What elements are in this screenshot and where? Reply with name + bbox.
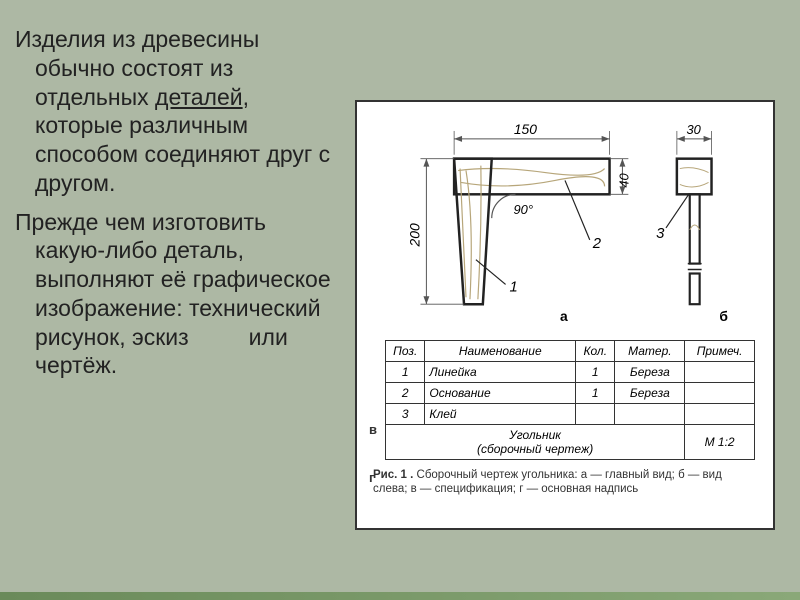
th-mat: Матер. — [615, 341, 685, 362]
table-cell — [685, 362, 755, 383]
callout-3: 3 — [656, 226, 665, 242]
text-column: Изделия из древесины обычно состоят из о… — [15, 20, 345, 560]
dim-150: 150 — [514, 121, 537, 137]
dim-200: 200 — [406, 223, 422, 247]
table-cell: Клей — [425, 404, 576, 425]
table-cell: 1 — [576, 383, 615, 404]
table-cell — [615, 404, 685, 425]
scale-cell: М 1:2 — [685, 425, 755, 460]
table-cell: Основание — [425, 383, 576, 404]
table-cell: Береза — [615, 383, 685, 404]
th-kol: Кол. — [576, 341, 615, 362]
th-name: Наименование — [425, 341, 576, 362]
table-cell — [685, 404, 755, 425]
dim-30: 30 — [687, 122, 702, 137]
table-cell: 2 — [386, 383, 425, 404]
label-a: а — [560, 308, 568, 324]
th-poz: Поз. — [386, 341, 425, 362]
table-cell: 1 — [386, 362, 425, 383]
callout-2: 2 — [592, 236, 602, 252]
caption-text: Сборочный чертеж угольника: а — главный … — [373, 469, 722, 495]
table-cell: Линейка — [425, 362, 576, 383]
table-cell: Береза — [615, 362, 685, 383]
table-row: 3Клей — [386, 404, 755, 425]
table-header-row: Поз. Наименование Кол. Матер. Примеч. — [386, 341, 755, 362]
dim-40: 40 — [616, 172, 631, 187]
table-cell: 3 — [386, 404, 425, 425]
label-v: в — [369, 422, 377, 437]
table-cell: 1 — [576, 362, 615, 383]
slide-footer-bar — [0, 592, 800, 600]
callout-1: 1 — [510, 279, 518, 295]
title-cell: Угольник (сборочный чертеж) — [386, 425, 685, 460]
label-g: г — [369, 470, 374, 485]
table-cell — [685, 383, 755, 404]
label-b: б — [719, 308, 728, 324]
paragraph-1: Изделия из древесины обычно состоят из о… — [15, 25, 335, 198]
title-main: Угольник — [509, 428, 561, 442]
paragraph-2: Прежде чем изготовить какую-либо деталь,… — [15, 208, 335, 381]
para1-underlined: деталей — [155, 84, 243, 110]
caption-lead: Рис. 1 . — [373, 469, 413, 481]
figure-box: 150 40 — [355, 100, 775, 530]
th-prim: Примеч. — [685, 341, 755, 362]
table-row: 1Линейка1Береза — [386, 362, 755, 383]
figure-caption: Рис. 1 . Сборочный чертеж угольника: а —… — [367, 460, 763, 497]
table-cell — [576, 404, 615, 425]
dim-angle: 90° — [514, 202, 533, 217]
table-row: 2Основание1Береза — [386, 383, 755, 404]
title-sub: (сборочный чертеж) — [477, 442, 593, 456]
specification-table: Поз. Наименование Кол. Матер. Примеч. 1Л… — [385, 340, 755, 460]
technical-drawing: 150 40 — [367, 110, 763, 340]
figure-column: 150 40 — [345, 20, 785, 560]
table-title-row: Угольник (сборочный чертеж) М 1:2 — [386, 425, 755, 460]
